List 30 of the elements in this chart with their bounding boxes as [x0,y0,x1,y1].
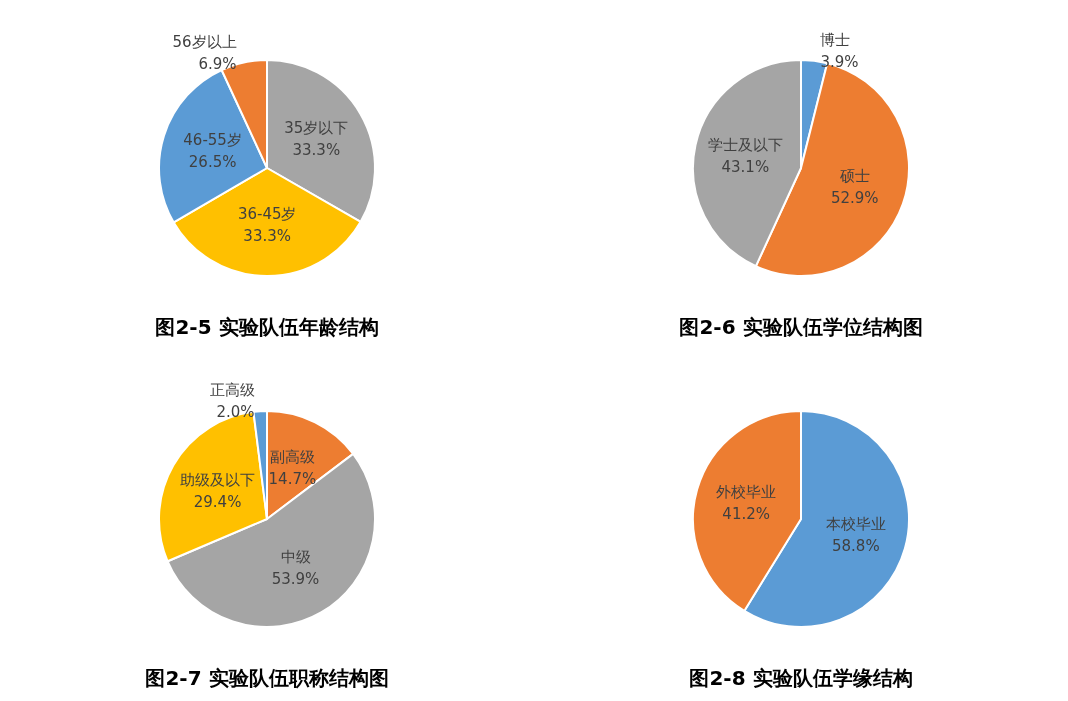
data-label: 29.4% [193,492,242,511]
slice-label: 56岁以上 [172,32,237,51]
data-label: 2.0% [216,402,255,421]
text: 图2-5 实验队伍年龄结构 [155,315,379,339]
slice-label: 副高级 [269,447,315,466]
data-label: 33.3% [243,227,292,245]
data-label: 26.5% [188,152,237,171]
data-label: 58.8% [832,536,880,555]
data-label: 43.1% [721,157,770,176]
data-label: 14.7% [268,469,317,488]
slice-label: 硕士 [838,166,870,185]
text: 图2-6 实验队伍学位结构图 [679,315,923,339]
slice-label: 36-45岁 [237,205,297,223]
slice-label: 学士及以下 [707,135,783,154]
slice-label: 正高级 [209,380,255,399]
data-label: 3.9% [820,52,859,71]
text: 图2-7 实验队伍职称结构图 [145,665,389,690]
slice-label: 助级及以下 [180,470,256,489]
data-label: 33.3% [292,141,341,160]
slice-label: 博士 [820,30,851,49]
slice-label: 外校毕业 [716,482,777,501]
data-label: 41.2% [722,504,770,523]
slice-label: 本校毕业 [825,514,886,533]
data-label: 52.9% [830,188,879,207]
data-label: 53.9% [271,569,320,588]
slice-label: 中级 [280,547,311,566]
slice-label: 46-55岁 [183,130,242,149]
text: 图2-8 实验队伍学缘结构 [689,665,913,690]
slice-label: 35岁以下 [284,119,349,138]
data-label: 6.9% [198,54,237,73]
